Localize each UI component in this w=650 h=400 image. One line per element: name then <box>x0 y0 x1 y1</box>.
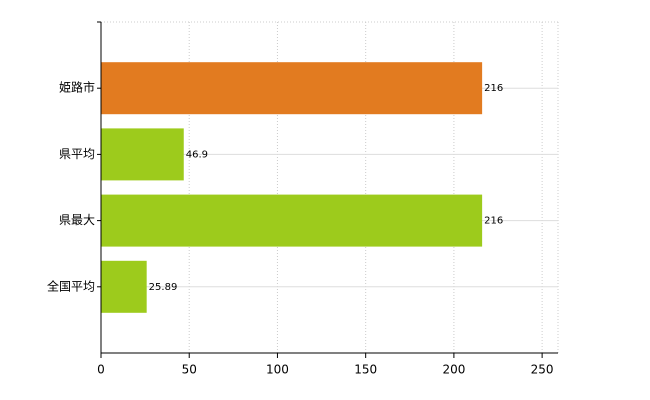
value-label: 216 <box>484 216 503 227</box>
y-tick-label: 姫路市 <box>59 80 95 95</box>
value-label: 25.89 <box>149 282 178 293</box>
bar <box>101 194 483 247</box>
x-tick-label: 50 <box>182 363 197 377</box>
bar <box>101 260 147 313</box>
value-label: 216 <box>484 83 503 94</box>
x-tick-label: 200 <box>442 363 465 377</box>
x-tick-label: 150 <box>354 363 377 377</box>
value-label: 46.9 <box>186 149 208 160</box>
bar <box>101 62 483 115</box>
x-tick-label: 0 <box>97 363 105 377</box>
y-tick-label: 県平均 <box>59 147 95 161</box>
y-tick-label: 県最大 <box>59 213 95 227</box>
x-tick-label: 100 <box>266 363 289 377</box>
x-tick-label: 250 <box>531 363 554 377</box>
bar <box>101 128 184 181</box>
y-tick-label: 全国平均 <box>47 278 95 293</box>
